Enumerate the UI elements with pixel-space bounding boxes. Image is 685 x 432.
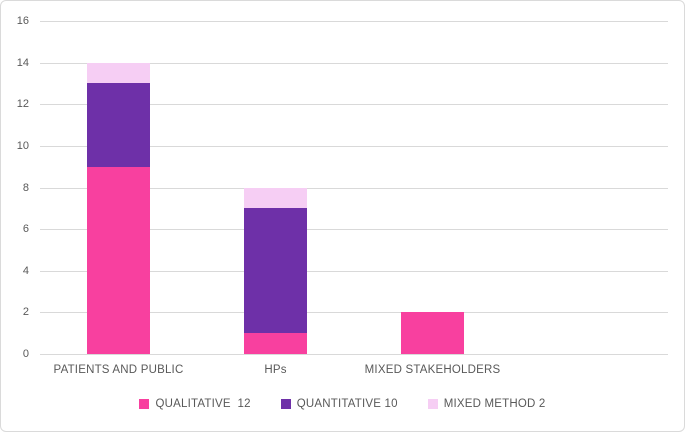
- y-tick-label-14: 14: [16, 56, 29, 69]
- bar-segment-hps-mixed-method: [244, 187, 307, 209]
- y-tick-label-8: 8: [22, 181, 29, 194]
- legend-swatch-qualitative: [139, 399, 150, 409]
- x-axis: PATIENTS AND PUBLIC HPs MIXED STAKEHOLDERS: [40, 362, 668, 380]
- gridline-y-4: [40, 270, 668, 272]
- y-tick-label-12: 12: [16, 98, 29, 111]
- gridline-y-16: [40, 21, 668, 22]
- bar-segment-patients-and-public-qualitative: [87, 166, 150, 354]
- legend-label-qualitative: QUALITATIVE 12: [155, 398, 251, 410]
- bar-patients-and-public: [87, 21, 150, 354]
- gridline-y-12: [40, 104, 668, 106]
- bar-segment-mixed-stakeholders-qualitative: [401, 312, 464, 354]
- gridline-y-8: [40, 187, 668, 189]
- legend-swatch-quantitative: [280, 399, 291, 409]
- plot-area: [40, 21, 668, 355]
- category-label-patients-and-public: PATIENTS AND PUBLIC: [53, 364, 184, 376]
- gridline-y-2: [40, 312, 668, 314]
- bar-segment-patients-and-public-quantitative: [87, 83, 150, 167]
- y-tick-label-10: 10: [16, 139, 29, 152]
- bar-mixed-stakeholders: [401, 21, 464, 354]
- legend-label-mixed-method: MIXED METHOD 2: [443, 398, 546, 410]
- legend-label-quantitative: QUANTITATIVE 10: [296, 398, 398, 410]
- bar-segment-hps-qualitative: [244, 333, 307, 354]
- legend-swatch-mixed-method: [427, 399, 438, 409]
- gridline-y-14: [40, 62, 668, 64]
- y-tick-label-4: 4: [22, 264, 29, 277]
- gridline-y-10: [40, 145, 668, 147]
- bar-hps: [244, 21, 307, 354]
- y-axis: 0 2 4 6 8 10 12 14 16: [1, 1, 31, 431]
- legend-item-mixed-method: MIXED METHOD 2: [427, 398, 546, 410]
- gridline-y-6: [40, 229, 668, 231]
- legend-item-quantitative: QUANTITATIVE 10: [280, 398, 398, 410]
- y-tick-label-16: 16: [16, 15, 29, 27]
- category-label-mixed-stakeholders: MIXED STAKEHOLDERS: [364, 364, 501, 376]
- y-tick-label-6: 6: [22, 223, 29, 236]
- y-tick-label-0: 0: [22, 348, 29, 360]
- legend-item-qualitative: QUALITATIVE 12: [139, 398, 251, 410]
- bar-segment-patients-and-public-mixed-method: [87, 62, 150, 84]
- category-label-hps: HPs: [264, 364, 287, 376]
- legend: QUALITATIVE 12 QUANTITATIVE 10 MIXED METHO…: [1, 394, 684, 414]
- gridline-y-0: [40, 354, 668, 355]
- y-tick-label-2: 2: [22, 306, 29, 319]
- bar-segment-hps-quantitative: [244, 208, 307, 334]
